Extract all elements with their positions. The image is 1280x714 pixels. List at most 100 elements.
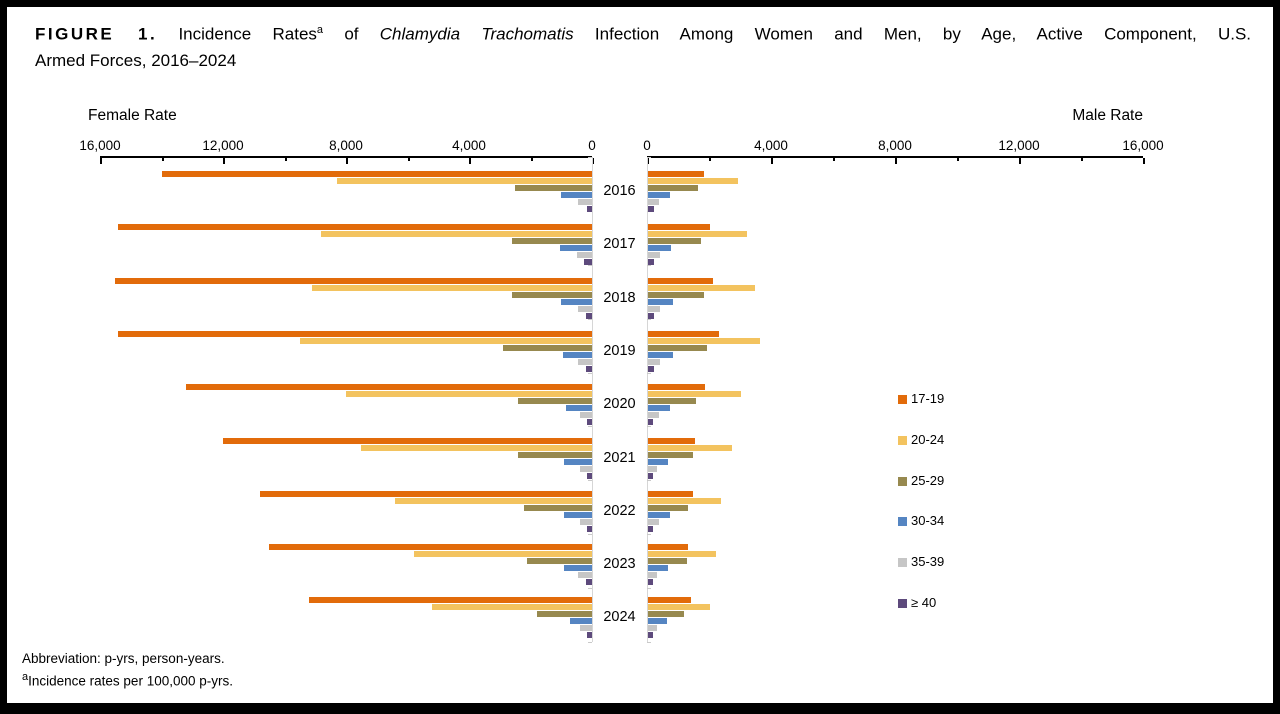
- male-category-tick: [647, 372, 651, 374]
- female-axis-tick: [223, 158, 225, 164]
- title-superscript: a: [316, 24, 324, 36]
- female-axis-tick-label: 16,000: [79, 138, 121, 153]
- year-label-2016: 2016: [603, 183, 636, 199]
- bar-male-20-24-2020: [648, 391, 741, 398]
- male-axis-title: Male Rate: [1072, 107, 1143, 124]
- legend-swatch-30-34: [898, 517, 907, 527]
- bar-male-20-24-2018: [648, 284, 755, 291]
- footnotes: Abbreviation: p-yrs, person-years. aInci…: [22, 650, 233, 691]
- figure-title: FIGURE 1. Incidence Ratesa of Chlamydia …: [35, 17, 1251, 74]
- female-category-tick: [588, 588, 592, 590]
- bar-male-35-39-2017: [648, 252, 661, 259]
- male-axis-tick-label: 16,000: [1122, 138, 1164, 153]
- bar-male-17-19-2018: [648, 277, 714, 284]
- bar-male-17-19-2023: [648, 544, 689, 551]
- bar-female-30-34-2017: [559, 245, 592, 252]
- male-axis-tick-label: 8,000: [878, 138, 912, 153]
- bar-male-≥ 40-2021: [648, 472, 653, 479]
- bar-male-25-29-2024: [648, 611, 684, 618]
- bar-female-17-19-2019: [118, 330, 592, 337]
- male-axis-tick-label: 0: [643, 138, 651, 153]
- bar-female-30-34-2022: [564, 511, 592, 518]
- legend-item-25-29: 25-29: [898, 473, 944, 488]
- female-axis-tick: [161, 158, 164, 161]
- figure-title-line2: Armed Forces, 2016–2024: [35, 50, 237, 70]
- bar-male-20-24-2016: [648, 178, 738, 184]
- bar-female-17-19-2023: [269, 544, 592, 551]
- bar-female-≥ 40-2024: [587, 632, 592, 639]
- bar-male-35-39-2019: [648, 358, 661, 365]
- year-label-2019: 2019: [603, 342, 636, 359]
- bar-female-20-24-2021: [361, 444, 592, 451]
- male-axis-tick: [895, 158, 897, 164]
- female-axis-tick-label: 0: [588, 138, 596, 153]
- bar-female-20-24-2018: [312, 284, 592, 291]
- bar-male-25-29-2020: [648, 398, 697, 405]
- bar-male-25-29-2022: [648, 504, 689, 511]
- male-axis-tick: [709, 158, 711, 161]
- bar-male-30-34-2018: [648, 298, 673, 305]
- bar-male-25-29-2023: [648, 558, 687, 565]
- bar-male-20-24-2017: [648, 231, 748, 238]
- female-category-tick: [588, 372, 592, 374]
- figure-label: FIGURE 1.: [35, 24, 158, 44]
- bar-female-17-19-2017: [118, 224, 592, 231]
- bar-female-≥ 40-2016: [587, 206, 592, 212]
- female-axis-tick: [284, 158, 287, 161]
- bar-male-17-19-2020: [648, 384, 706, 391]
- male-axis-line: [647, 156, 1143, 158]
- bar-male-≥ 40-2018: [648, 312, 655, 319]
- male-category-tick: [647, 534, 651, 536]
- male-category-tick: [647, 157, 651, 158]
- bar-male-17-19-2019: [648, 330, 720, 337]
- male-category-axis: [647, 157, 648, 642]
- female-axis-tick-label: 8,000: [329, 138, 363, 153]
- bar-male-≥ 40-2022: [648, 525, 653, 532]
- title-text: Incidence Rates: [157, 24, 317, 44]
- female-axis-tick: [346, 158, 348, 164]
- bar-male-20-24-2023: [648, 551, 717, 558]
- bar-female-17-19-2024: [309, 597, 592, 604]
- bar-male-30-34-2019: [648, 351, 673, 358]
- bar-male-≥ 40-2017: [648, 259, 655, 266]
- legend-swatch-17-19: [898, 395, 907, 404]
- figure-title-line1: FIGURE 1. Incidence Ratesa of Chlamydia …: [35, 17, 1251, 48]
- bar-male-30-34-2023: [648, 565, 669, 572]
- legend-label-≥ 40: ≥ 40: [911, 595, 937, 610]
- bar-female-35-39-2023: [578, 572, 592, 579]
- bar-female-25-29-2023: [527, 558, 592, 565]
- footnote-superscript: a: [22, 671, 29, 683]
- female-axis-tick: [100, 158, 102, 164]
- bar-female-25-29-2020: [518, 398, 592, 405]
- male-category-tick: [647, 318, 651, 320]
- bar-female-17-19-2022: [259, 490, 592, 497]
- male-category-tick: [647, 480, 651, 482]
- bar-female-17-19-2016: [161, 171, 592, 177]
- bar-female-25-29-2021: [518, 451, 592, 458]
- male-category-tick: [647, 588, 651, 590]
- bar-female-30-34-2016: [561, 192, 592, 198]
- female-axis-tick: [469, 158, 471, 164]
- bar-female-30-34-2023: [564, 565, 592, 572]
- male-axis-tick: [833, 158, 835, 161]
- female-axis-title: Female Rate: [88, 107, 177, 124]
- female-category-tick: [588, 157, 592, 158]
- female-category-tick: [588, 534, 592, 536]
- bar-female-≥ 40-2017: [584, 259, 592, 266]
- female-category-tick: [588, 426, 592, 428]
- title-text-rest: Infection Among Women and Men, by Age, A…: [573, 24, 1252, 44]
- footnote-abbreviation: Abbreviation: p-yrs, person-years.: [22, 651, 225, 666]
- female-axis-tick: [592, 158, 594, 164]
- bar-female-25-29-2017: [512, 238, 592, 245]
- male-category-tick: [647, 642, 651, 643]
- year-label-2020: 2020: [603, 396, 636, 413]
- bar-female-35-39-2020: [579, 412, 592, 419]
- legend-label-30-34: 30-34: [911, 513, 945, 529]
- year-label-2021: 2021: [603, 449, 636, 466]
- bar-male-≥ 40-2019: [648, 365, 655, 372]
- bar-male-35-39-2020: [648, 412, 659, 419]
- male-axis-tick: [1081, 158, 1083, 161]
- bar-male-35-39-2022: [648, 518, 659, 525]
- bar-female-17-19-2021: [223, 437, 592, 444]
- bar-male-≥ 40-2023: [648, 579, 653, 586]
